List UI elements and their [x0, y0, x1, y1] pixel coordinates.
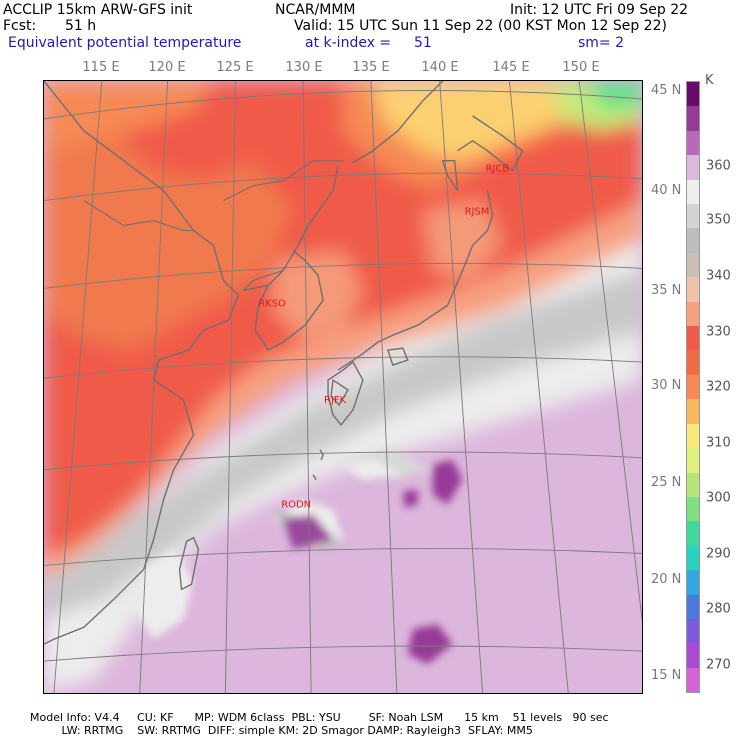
colorbar-swatch [687, 618, 699, 644]
colorbar-label: 340 [706, 268, 731, 284]
station-rodn: RODN [281, 500, 311, 511]
smoothing-label: sm= 2 [578, 35, 625, 51]
colorbar-label: 330 [706, 324, 731, 340]
colorbar-swatch [687, 423, 699, 449]
forecast-hour: 51 h [65, 18, 97, 34]
lat-label: 25 N [651, 475, 682, 490]
colorbar-swatch [687, 326, 699, 351]
country-borders [83, 160, 343, 291]
lat-label: 15 N [651, 668, 682, 683]
colorbar [686, 81, 700, 693]
colorbar-swatch [687, 374, 699, 400]
lat-label: 40 N [651, 183, 682, 198]
station-rjcb: RJCB [486, 164, 510, 175]
colorbar-swatch [687, 448, 699, 473]
lon-label: 145 E [492, 60, 530, 75]
colorbar-swatch [687, 277, 699, 302]
theta-e-map: RJCB RJSM RKSO RJFK RODN [43, 80, 643, 694]
grid-lines [44, 81, 642, 693]
colorbar-swatch [687, 350, 699, 375]
model-info-line-2: LW: RRTMG SW: RRTMG DIFF: simple KM: 2D … [30, 724, 533, 737]
colorbar-swatch [687, 155, 699, 180]
valid-time: Valid: 15 UTC Sun 11 Sep 22 (00 KST Mon … [294, 18, 667, 34]
colorbar-swatch [687, 545, 699, 571]
lon-label: 130 E [285, 60, 323, 75]
lon-label: 115 E [82, 60, 120, 75]
level-value: 51 [414, 35, 432, 51]
model-title: ACCLIP 15km ARW-GFS init [3, 2, 193, 18]
level-label: at k-index = [305, 35, 392, 51]
colorbar-swatch [687, 570, 699, 595]
model-info-line-1: Model Info: V4.4 CU: KF MP: WDM 6class P… [30, 711, 609, 724]
colorbar-swatch [687, 643, 699, 668]
lon-label: 125 E [216, 60, 254, 75]
colorbar-swatch [687, 252, 699, 278]
colorbar-swatch [687, 204, 699, 229]
init-time: Init: 12 UTC Fri 09 Sep 22 [510, 2, 689, 18]
station-rjfk: RJFK [324, 395, 347, 406]
station-rkso: RKSO [258, 298, 286, 309]
forecast-label: Fcst: [3, 18, 37, 34]
station-rjsm: RJSM [465, 207, 490, 218]
theta-e-field [44, 81, 642, 693]
field-name: Equivalent potential temperature [8, 35, 242, 51]
colorbar-swatch [687, 228, 699, 253]
colorbar-label: 290 [706, 546, 731, 562]
colorbar-swatch [687, 472, 699, 497]
colorbar-swatch [687, 301, 699, 327]
colorbar-label: 360 [706, 158, 731, 174]
colorbar-label: 270 [706, 657, 731, 673]
lon-label: 135 E [352, 60, 390, 75]
colorbar-swatch [687, 594, 699, 619]
coastlines [44, 81, 524, 645]
lat-label: 35 N [651, 283, 682, 298]
colorbar-label: 300 [706, 490, 731, 506]
lon-label: 120 E [148, 60, 186, 75]
colorbar-swatch [687, 399, 699, 424]
colorbar-swatch [687, 496, 699, 522]
colorbar-label: 310 [706, 435, 731, 451]
station-markers: RJCB RJSM RKSO RJFK RODN [258, 164, 509, 511]
lat-label: 20 N [651, 572, 682, 587]
lon-label: 150 E [562, 60, 600, 75]
organization-label: NCAR/MMM [275, 2, 356, 18]
colorbar-swatch [687, 521, 699, 546]
colorbar-label: 320 [706, 379, 731, 395]
colorbar-swatch [687, 106, 699, 131]
lat-label: 30 N [651, 378, 682, 393]
colorbar-swatch [687, 179, 699, 205]
lat-label: 45 N [651, 83, 682, 98]
colorbar-swatch [687, 130, 699, 156]
colorbar-unit: K [705, 73, 714, 88]
colorbar-swatch [687, 667, 699, 693]
colorbar-swatch [687, 82, 699, 107]
lon-label: 140 E [421, 60, 459, 75]
colorbar-label: 350 [706, 212, 731, 228]
colorbar-label: 280 [706, 601, 731, 617]
